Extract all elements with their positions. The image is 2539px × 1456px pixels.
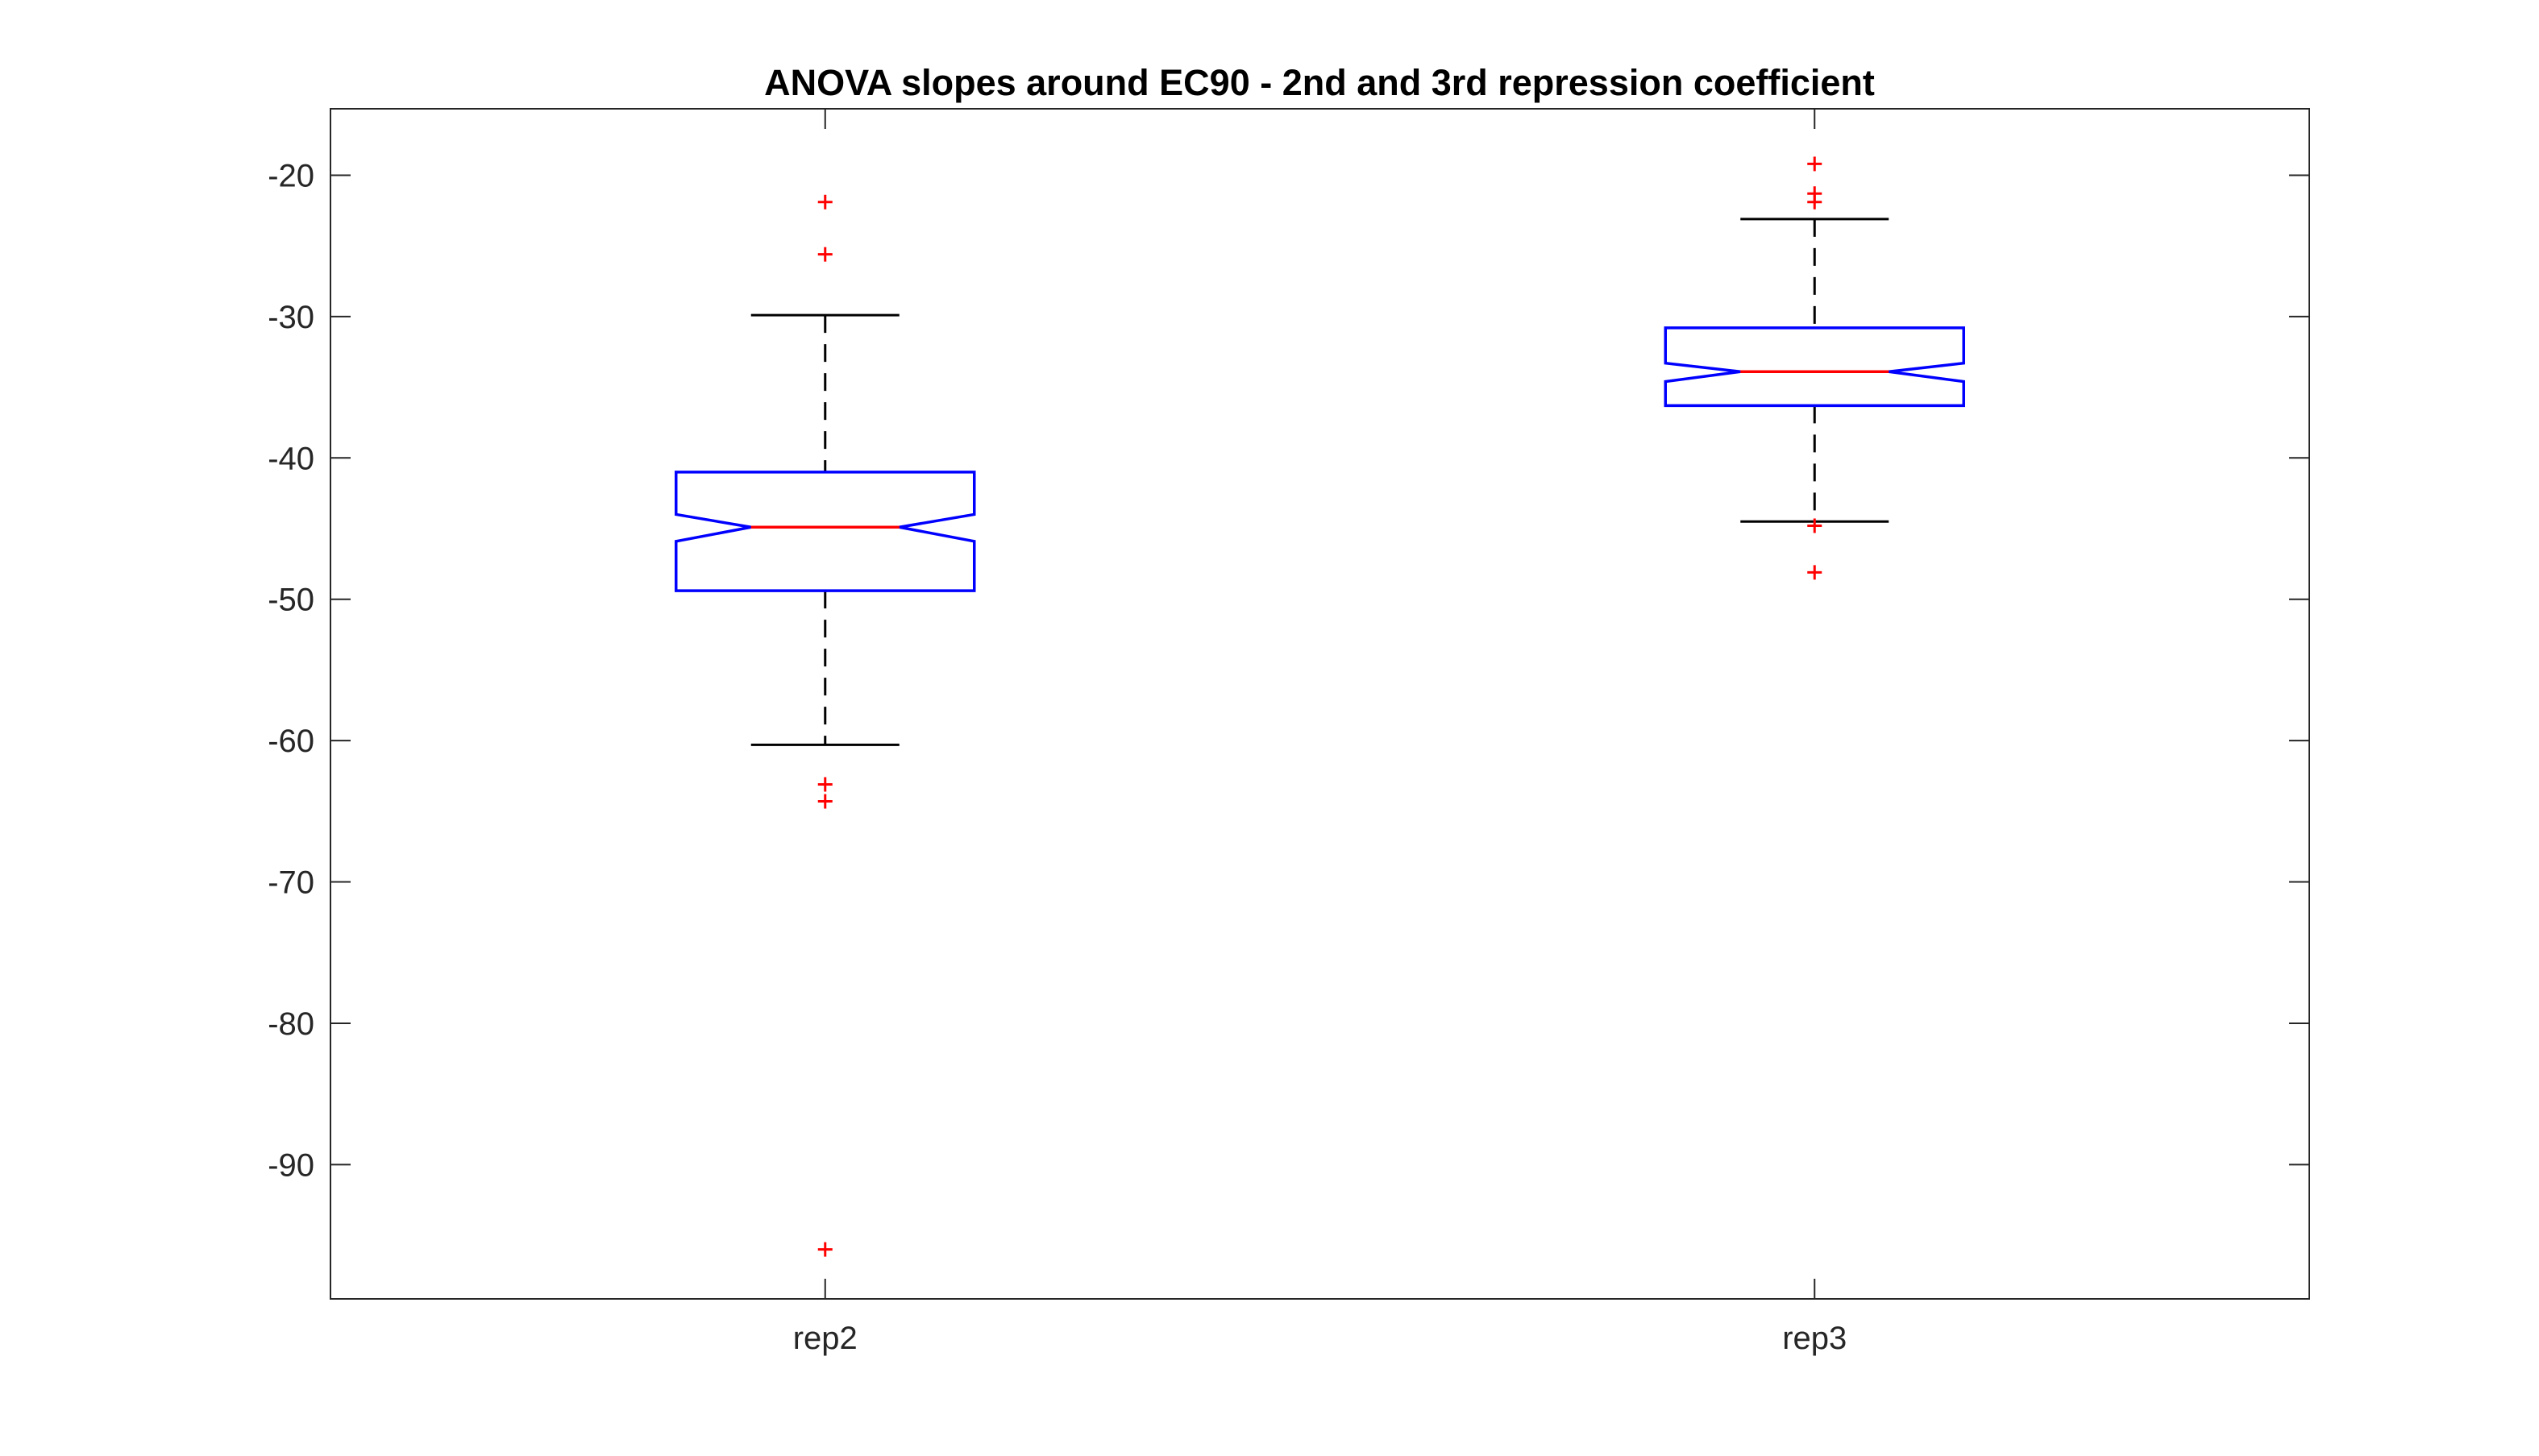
outlier-marker xyxy=(1807,565,1822,580)
box-group-rep2 xyxy=(675,194,976,1257)
box-group-rep3 xyxy=(1664,156,1965,580)
outlier-marker xyxy=(817,777,833,792)
y-tick-label: -20 xyxy=(268,158,314,193)
outlier-marker xyxy=(817,794,833,809)
outlier-marker xyxy=(1807,194,1822,209)
boxes xyxy=(675,156,1965,1257)
notched-box xyxy=(1664,326,1965,408)
axes: -20 -30 -40 -50 -60 -70 -80 -90 rep2 rep3 xyxy=(268,108,2310,1356)
y-tick-label: -80 xyxy=(268,1006,314,1042)
plot-frame xyxy=(330,108,2310,1300)
y-tick-label: -60 xyxy=(268,724,314,759)
y-tick-label: -50 xyxy=(268,583,314,618)
y-tick-label: -90 xyxy=(268,1147,314,1183)
notched-box xyxy=(675,471,976,592)
outlier-marker xyxy=(817,1242,833,1257)
x-tick-label: rep3 xyxy=(1782,1321,1847,1356)
y-tick-label: -30 xyxy=(268,300,314,335)
x-tick-label: rep2 xyxy=(793,1321,858,1356)
y-tick-label: -70 xyxy=(268,865,314,901)
chart-title: ANOVA slopes around EC90 - 2nd and 3rd r… xyxy=(764,62,1875,103)
outlier-marker xyxy=(817,194,833,209)
outlier-marker xyxy=(1807,518,1822,533)
outlier-marker xyxy=(817,247,833,262)
y-tick-label: -40 xyxy=(268,441,314,476)
outlier-marker xyxy=(1807,156,1822,172)
